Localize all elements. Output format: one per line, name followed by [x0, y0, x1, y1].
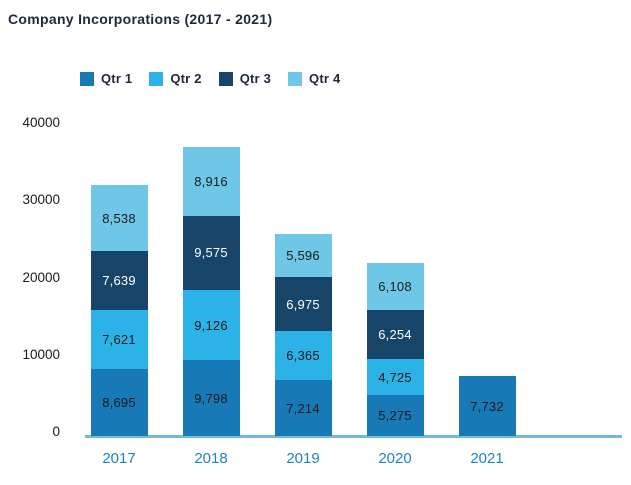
- legend-swatch: [149, 71, 164, 86]
- chart-legend: Qtr 1 Qtr 2 Qtr 3 Qtr 4: [80, 71, 340, 86]
- bar-segment-qtr4: 6,108: [366, 263, 424, 311]
- bar-segment-qtr2: 6,365: [274, 331, 332, 381]
- bar-segment-qtr1: 7,214: [274, 380, 332, 436]
- bar-segment-qtr1: 8,695: [90, 368, 148, 436]
- bar-value-label: 9,798: [194, 390, 228, 406]
- x-axis-label-2019: 2019: [286, 450, 320, 467]
- x-axis-line: [85, 435, 622, 438]
- bar-value-label: 9,126: [194, 317, 228, 333]
- legend-label: Qtr 2: [170, 71, 202, 86]
- bar-segment-qtr1: 9,798: [182, 360, 240, 436]
- legend-label: Qtr 1: [101, 71, 133, 86]
- bar-value-label: 7,214: [286, 400, 320, 416]
- bar-segment-qtr4: 8,916: [182, 147, 240, 216]
- x-axis-label-2018: 2018: [194, 450, 228, 467]
- bar-value-label: 6,254: [378, 327, 412, 343]
- bar-value-label: 5,275: [378, 408, 412, 424]
- legend-label: Qtr 4: [309, 71, 341, 86]
- bar-2018: 9,798 9,126 9,575 8,916: [182, 147, 240, 436]
- y-axis-tick-label: 30000: [22, 192, 60, 208]
- bar-segment-qtr3: 6,975: [274, 277, 332, 332]
- bar-2017: 8,695 7,621 7,639 8,538: [90, 185, 148, 436]
- legend-item-2: Qtr 2: [149, 71, 201, 86]
- chart-title: Company Incorporations (2017 - 2021): [8, 11, 273, 27]
- bar-segment-qtr2: 4,725: [366, 358, 424, 396]
- bar-value-label: 7,621: [102, 331, 136, 347]
- y-axis-tick-label: 10000: [22, 346, 60, 362]
- x-axis-label-2017: 2017: [102, 450, 136, 467]
- y-axis-tick-label: 20000: [22, 269, 60, 285]
- bar-segment-qtr3: 6,254: [366, 310, 424, 359]
- legend-swatch: [80, 71, 94, 86]
- legend-item-1: Qtr 1: [80, 71, 132, 86]
- bar-value-label: 5,596: [286, 248, 320, 264]
- bar-value-label: 9,575: [194, 245, 228, 261]
- bar-value-label: 7,639: [102, 272, 136, 288]
- bar-value-label: 8,538: [102, 210, 136, 226]
- legend-swatch: [288, 71, 303, 86]
- x-axis-label-2020: 2020: [378, 450, 412, 467]
- bar-2020: 5,275 4,725 6,254 6,108: [366, 263, 424, 436]
- legend-item-3: Qtr 3: [218, 71, 272, 86]
- x-axis-label-2021: 2021: [470, 450, 504, 467]
- bar-value-label: 4,725: [378, 369, 412, 385]
- bar-segment-qtr4: 5,596: [274, 234, 332, 278]
- bar-segment-qtr1: 7,732: [458, 376, 516, 436]
- bar-segment-qtr1: 5,275: [366, 395, 424, 436]
- y-axis-tick-label: 40000: [22, 115, 60, 130]
- bar-value-label: 8,695: [102, 394, 136, 410]
- y-axis-tick-label: 0: [52, 424, 60, 439]
- bar-2021: 7,732: [458, 376, 516, 436]
- bar-2019: 7,214 6,365 6,975 5,596: [274, 234, 332, 436]
- bar-segment-qtr2: 7,621: [90, 309, 148, 369]
- legend-item-4: Qtr 4: [288, 71, 340, 86]
- legend-swatch: [218, 71, 233, 86]
- legend-label: Qtr 3: [239, 71, 272, 86]
- bar-segment-qtr4: 8,538: [90, 185, 148, 251]
- bar-value-label: 6,365: [286, 348, 320, 364]
- bar-value-label: 6,108: [378, 279, 412, 295]
- bar-value-label: 7,732: [470, 398, 504, 414]
- bar-segment-qtr3: 7,639: [90, 250, 148, 310]
- bar-segment-qtr2: 9,126: [182, 289, 240, 361]
- bar-value-label: 6,975: [286, 296, 320, 312]
- bar-value-label: 8,916: [194, 173, 228, 189]
- bar-segment-qtr3: 9,575: [182, 215, 240, 290]
